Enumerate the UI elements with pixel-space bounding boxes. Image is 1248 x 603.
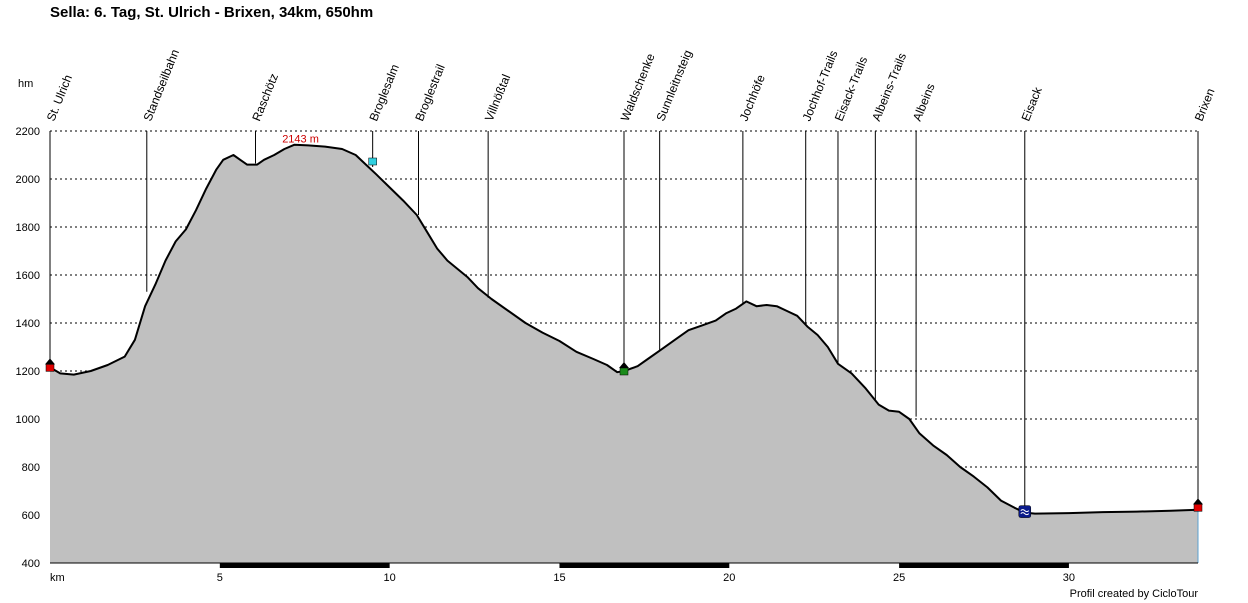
water-icon — [1018, 505, 1032, 518]
waypoint-label: Villnößtal — [482, 72, 513, 123]
y-tick-label: 1000 — [16, 414, 40, 426]
waypoint-label: Albeins — [910, 81, 938, 123]
max-elevation-label: 2143 m — [282, 134, 319, 146]
x-tick-label: 15 — [553, 572, 565, 584]
elevation-line — [49, 143, 1199, 515]
house-icon — [45, 358, 55, 365]
waypoint-label: Jochhöfe — [737, 72, 768, 123]
chart-title: Sella: 6. Tag, St. Ulrich - Brixen, 34km… — [50, 4, 374, 21]
house-icon — [619, 362, 629, 368]
x-axis-band — [219, 563, 390, 568]
drink-icon — [368, 157, 377, 166]
x-tick-label: 10 — [384, 572, 396, 584]
axes: 400 600 800 1000 1200 1400 1600 1800 2000 2200 hm 5… — [16, 78, 1198, 584]
y-tick-label: 400 — [22, 558, 40, 570]
y-tick-label: 600 — [22, 510, 40, 522]
y-tick-label: 2200 — [16, 126, 40, 138]
y-tick-label: 2000 — [16, 174, 40, 186]
y-axis-unit: hm — [18, 78, 33, 90]
elevation-fill — [50, 144, 1198, 563]
waypoint-label: Raschötz — [249, 71, 281, 123]
waypoint-label: Waldschenke — [618, 51, 658, 123]
x-axis-band — [899, 563, 1069, 568]
waypoint-label: Albeins-Trails — [869, 51, 909, 123]
y-tick-label: 800 — [22, 462, 40, 474]
house-icon — [619, 367, 629, 376]
y-tick-label: 1800 — [16, 222, 40, 234]
waypoint-label: Brixen — [1192, 86, 1218, 123]
waypoint-label: Standseilbahn — [141, 47, 182, 123]
waypoint-markers — [45, 157, 1203, 518]
waypoint-label: Broglesalm — [366, 62, 401, 123]
x-tick-label: 25 — [893, 572, 905, 584]
y-tick-label: 1200 — [16, 366, 40, 378]
waypoint-label: Broglestrail — [412, 62, 447, 123]
waypoint-label: Eisack-Trails — [832, 55, 871, 124]
waypoint-label: Eisack — [1019, 84, 1046, 123]
x-axis-unit: km — [50, 572, 65, 584]
x-tick-label: 30 — [1063, 572, 1075, 584]
house-icon — [45, 364, 55, 372]
x-axis-band — [559, 563, 730, 568]
water-icon — [1020, 509, 1030, 516]
waypoint-label: St. Ulrich — [44, 73, 75, 123]
house-icon — [1193, 504, 1203, 512]
house-icon — [1193, 498, 1203, 505]
x-tick-label: 20 — [723, 572, 735, 584]
waypoint-label: Sunnleitnsteig — [653, 48, 694, 123]
x-tick-label: 5 — [217, 572, 223, 584]
credit-text: Profil created by CicloTour — [1069, 588, 1198, 600]
elevation-area — [49, 143, 1199, 563]
y-tick-label: 1400 — [16, 318, 40, 330]
y-tick-label: 1600 — [16, 270, 40, 282]
